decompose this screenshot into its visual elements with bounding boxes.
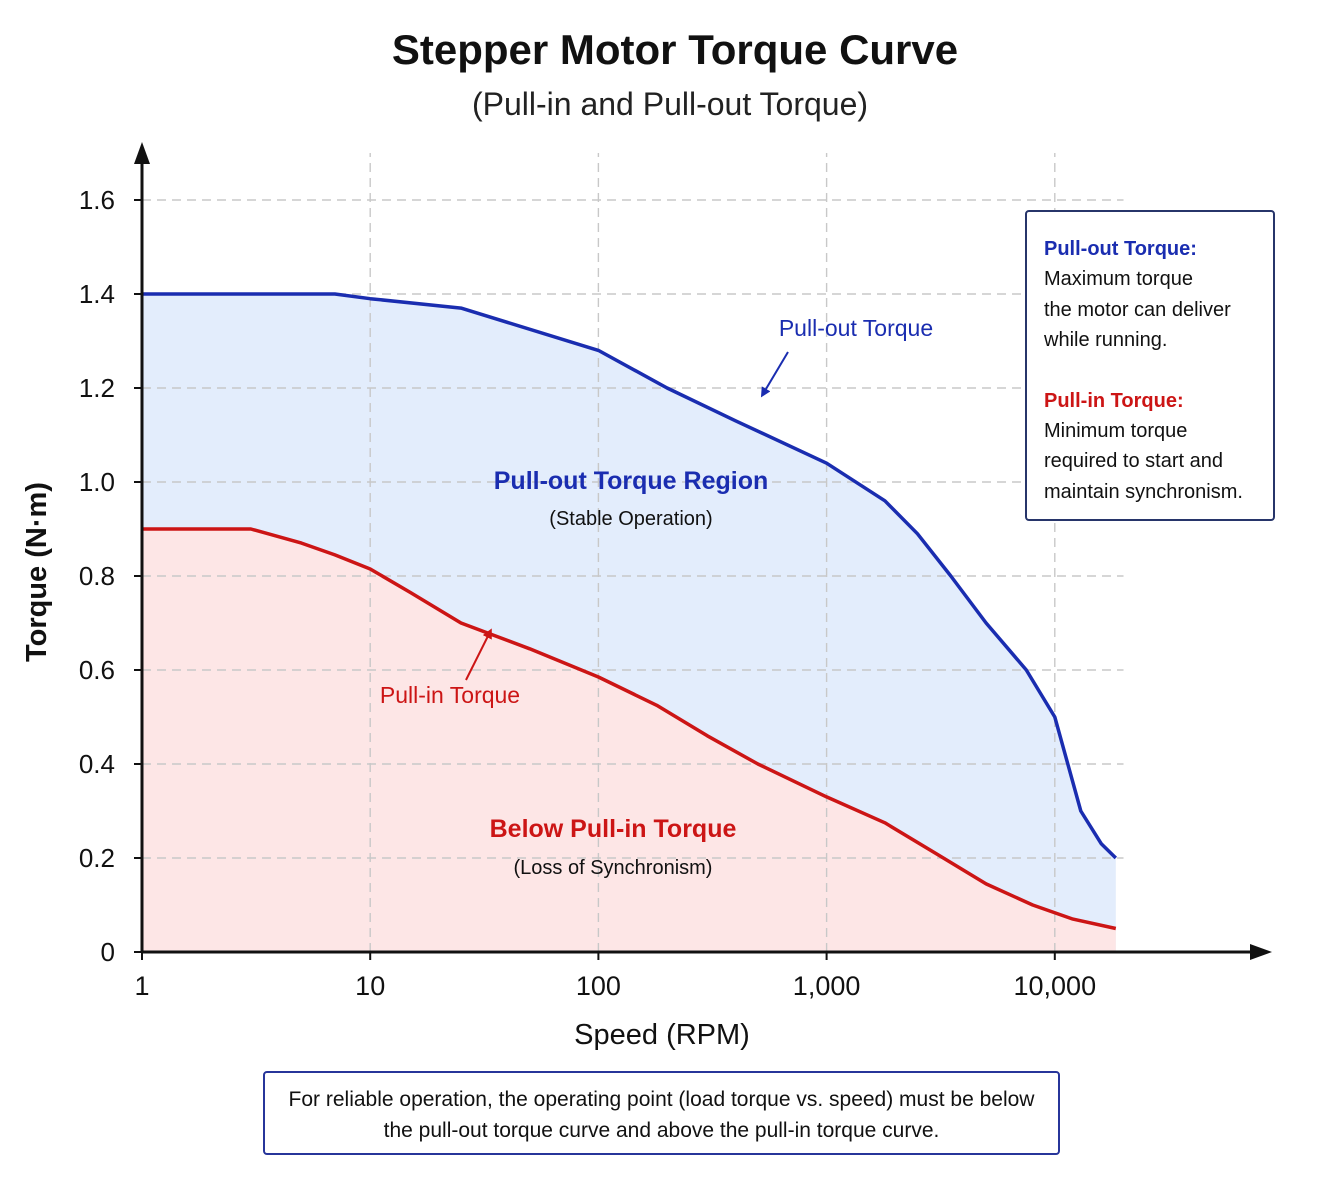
y-tick-label: 1.0 xyxy=(79,467,115,497)
legend-pull-out-text: Maximum torque the motor can deliver whi… xyxy=(1044,268,1231,351)
y-tick-label: 0 xyxy=(101,937,115,967)
x-tick-label: 1 xyxy=(134,971,149,1001)
y-tick-label: 1.6 xyxy=(79,185,115,215)
x-tick-label: 1,000 xyxy=(793,971,861,1001)
y-tick-label: 0.2 xyxy=(79,843,115,873)
pull-out-callout: Pull-out Torque xyxy=(779,315,933,341)
region-top-sublabel: (Stable Operation) xyxy=(549,508,712,530)
pull-in-torque-line xyxy=(142,527,1117,931)
legend-pull-out-heading: Pull-out Torque: xyxy=(1044,238,1197,260)
x-tick-label: 10,000 xyxy=(1014,971,1097,1001)
pull-in-callout: Pull-in Torque xyxy=(380,682,520,708)
y-tick-label: 0.4 xyxy=(79,749,115,779)
y-axis-arrow xyxy=(134,142,150,164)
x-tick-label: 10 xyxy=(355,971,385,1001)
pull-out-torque-line xyxy=(142,292,1118,860)
y-tick-label: 1.4 xyxy=(79,279,115,309)
pull-in-region-fill xyxy=(142,529,1116,952)
y-tick-label: 1.2 xyxy=(79,373,115,403)
legend-pull-in-heading: Pull-in Torque: xyxy=(1044,389,1184,412)
region-top-label: Pull-out Torque Region xyxy=(494,467,769,495)
chart-title: Stepper Motor Torque Curve xyxy=(391,26,959,73)
x-tick-label: 100 xyxy=(576,971,621,1001)
legend-pull-in-text: Minimum torque required to start and mai… xyxy=(1044,419,1243,503)
region-bottom-sublabel: (Loss of Synchronism) xyxy=(514,857,713,879)
y-axis-label: Torque (N·m) xyxy=(21,482,53,662)
legend-box: Pull-out Torque: Maximum torque the moto… xyxy=(1025,210,1275,521)
operating-note-text: For reliable operation, the operating po… xyxy=(288,1088,1035,1142)
operating-note: For reliable operation, the operating po… xyxy=(263,1071,1060,1155)
pull-out-callout-arrow xyxy=(760,351,789,398)
chart-subtitle: (Pull-in and Pull-out Torque) xyxy=(471,86,869,122)
x-axis-arrow xyxy=(1250,944,1272,960)
pull-in-callout-arrow xyxy=(465,628,492,681)
x-axis-label: Speed (RPM) xyxy=(574,1019,750,1051)
y-tick-label: 0.8 xyxy=(79,561,115,591)
region-bottom-label: Below Pull-in Torque xyxy=(490,815,737,843)
y-tick-label: 0.6 xyxy=(79,655,115,685)
